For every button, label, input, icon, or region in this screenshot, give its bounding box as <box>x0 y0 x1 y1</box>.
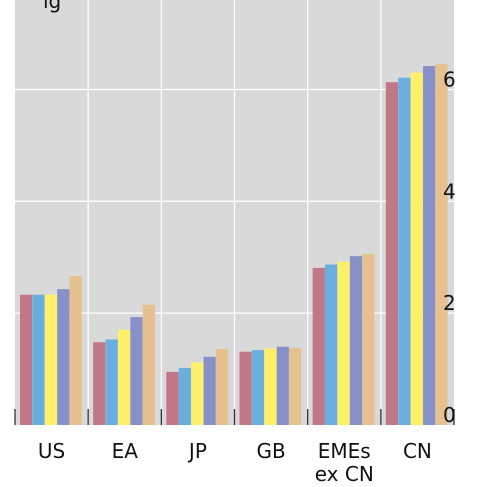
bar <box>20 294 33 425</box>
category-label-line: JP <box>187 439 207 463</box>
bar <box>385 82 399 425</box>
bar <box>178 367 191 425</box>
bar <box>276 346 289 425</box>
bar <box>44 294 57 425</box>
bar <box>117 329 131 425</box>
category-label: EA <box>112 439 139 463</box>
top-text: ig <box>43 0 61 13</box>
category-label: GB <box>256 439 285 463</box>
y-tick-label: 6 <box>443 67 456 91</box>
bar <box>93 342 106 425</box>
bar <box>251 350 265 425</box>
bar <box>349 256 363 425</box>
bars <box>20 63 448 426</box>
y-tick-label: 2 <box>443 291 456 315</box>
category-label-line: US <box>38 439 65 463</box>
y-axis-ticks: 0 2 4 6 <box>14 67 456 427</box>
bar <box>142 304 155 425</box>
bar <box>362 253 375 425</box>
bar <box>215 348 229 425</box>
bar <box>423 65 436 425</box>
category-label-line: EMEs <box>318 439 371 463</box>
category-label: CN <box>403 439 432 463</box>
bar <box>130 317 143 425</box>
y-tick-label: 4 <box>443 179 456 203</box>
bar <box>410 72 423 426</box>
category-label-line: CN <box>403 439 432 463</box>
bar <box>166 371 179 425</box>
bar <box>69 276 82 425</box>
category-label-line: ex CN <box>315 462 374 486</box>
bar <box>203 356 216 425</box>
bar <box>289 347 302 425</box>
category-label: JP <box>187 439 207 463</box>
category-label-line: GB <box>256 439 285 463</box>
bar <box>325 264 338 425</box>
bar <box>239 351 252 425</box>
bar <box>264 348 277 425</box>
bar <box>312 267 325 425</box>
bar <box>435 63 448 425</box>
category-labels: US EA JP GB EMEs ex CN CN <box>38 439 432 486</box>
category-label-line: EA <box>112 439 139 463</box>
bar <box>57 289 70 425</box>
y-tick-label: 0 <box>443 403 456 427</box>
bar <box>32 294 45 425</box>
bar <box>105 339 118 425</box>
bar <box>337 261 350 425</box>
grid-lines <box>15 0 454 425</box>
category-label: US <box>38 439 65 463</box>
category-label: EMEs ex CN <box>315 439 374 486</box>
bar <box>398 77 411 426</box>
bar <box>191 362 204 425</box>
